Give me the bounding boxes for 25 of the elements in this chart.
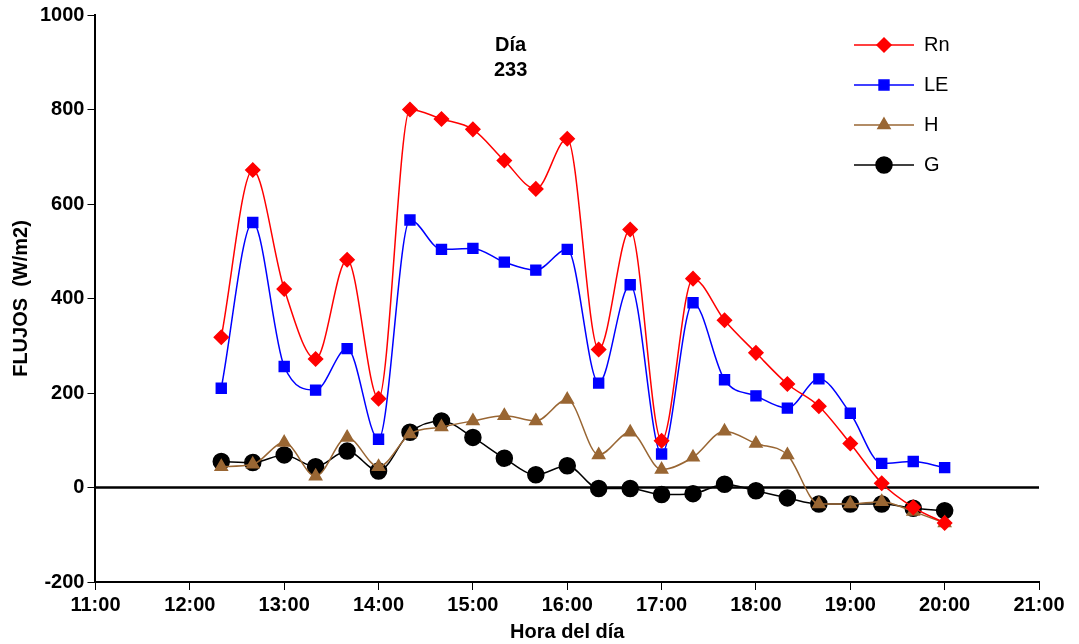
y-tick-label: 800: [51, 97, 85, 120]
y-tick-label: 400: [51, 286, 85, 309]
x-tick-label: 16:00: [541, 592, 593, 615]
x-tick-label: 13:00: [258, 592, 310, 615]
y-axis-title: FLUJOS (W/m2): [8, 220, 31, 377]
x-tick-label: 15:00: [447, 592, 499, 615]
x-tick-label: 12:00: [164, 592, 216, 615]
y-tick-label: 0: [73, 475, 85, 498]
annotation: Día 233: [493, 32, 528, 80]
legend-label: G: [924, 152, 940, 175]
x-tick-label: 11:00: [70, 592, 121, 615]
y-tick-label: 600: [51, 191, 85, 214]
y-tick-label: -200: [44, 569, 85, 592]
x-tick-label: 19:00: [824, 592, 876, 615]
x-axis-title: Hora del día: [510, 619, 626, 642]
x-tick-label: 14:00: [352, 592, 405, 615]
x-tick-label: 18:00: [730, 592, 782, 615]
legend-label: H: [924, 112, 939, 135]
x-tick-label: 17:00: [636, 592, 688, 615]
y-tick-label: 1000: [39, 2, 85, 25]
legend-label: Rn: [924, 32, 950, 55]
x-tick-label: 20:00: [919, 592, 971, 615]
y-tick-label: 200: [51, 380, 85, 403]
x-tick-label: 21:00: [1013, 592, 1065, 615]
legend-label: LE: [924, 72, 949, 95]
